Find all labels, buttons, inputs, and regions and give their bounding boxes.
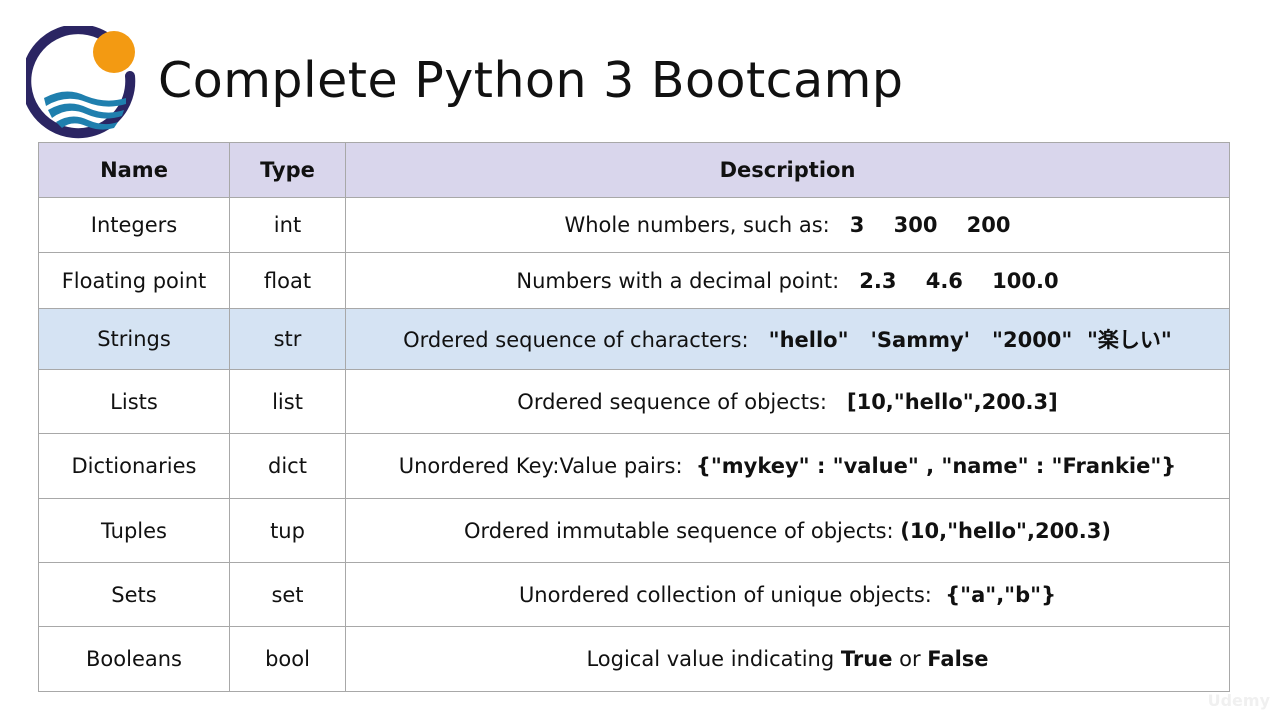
description-example: 2.3 4.6 100.0: [859, 268, 1059, 293]
description-example: False: [927, 647, 989, 671]
table-row: Floating point float Numbers with a decima…: [38, 252, 1230, 309]
data-types-table: Name Type Description Integers int Whole n…: [38, 142, 1230, 692]
cell-name: Integers: [38, 197, 230, 253]
cell-description: Ordered sequence of objects: [10,"hello"…: [345, 369, 1230, 434]
page-title: Complete Python 3 Bootcamp: [158, 52, 904, 109]
description-text: Ordered sequence of characters:: [403, 328, 769, 352]
description-example: 3 300 200: [849, 213, 1011, 237]
column-header-description: Description: [345, 142, 1230, 198]
description-text: Numbers with a decimal point:: [516, 268, 860, 293]
cell-name: Sets: [38, 562, 230, 627]
course-logo: [26, 26, 136, 139]
table-row: Tuples tup Ordered immutable sequence of o…: [38, 498, 1230, 563]
cell-description: Numbers with a decimal point: 2.3 4.6 10…: [345, 252, 1230, 309]
description-text: Ordered sequence of objects:: [517, 389, 847, 414]
cell-description: Unordered collection of unique objects: …: [345, 562, 1230, 627]
cell-description: Ordered immutable sequence of objects: (…: [345, 498, 1230, 563]
cell-type: set: [229, 562, 346, 627]
description-example: {"a","b"}: [945, 582, 1057, 607]
udemy-watermark: Udemy: [1207, 691, 1270, 710]
description-text: Whole numbers, such as:: [564, 213, 850, 237]
description-text: Logical value indicating: [586, 647, 841, 671]
cell-name: Floating point: [38, 252, 230, 309]
cell-type: dict: [229, 433, 346, 499]
cell-description: Logical value indicating True or False: [345, 626, 1230, 692]
description-text: or: [892, 647, 928, 671]
cell-name: Tuples: [38, 498, 230, 563]
description-example: (10,"hello",200.3): [900, 518, 1111, 543]
table-row: Strings str Ordered sequence of characters…: [38, 308, 1230, 370]
description-text: Unordered Key:Value pairs:: [398, 454, 696, 478]
description-text: Ordered immutable sequence of objects:: [464, 518, 901, 543]
cell-name: Booleans: [38, 626, 230, 692]
cell-description: Unordered Key:Value pairs: {"mykey" : "v…: [345, 433, 1230, 499]
cell-type: str: [229, 308, 346, 370]
cell-description: Ordered sequence of characters: "hello" …: [345, 308, 1230, 370]
table-row: Integers int Whole numbers, such as: 3 300…: [38, 197, 1230, 253]
description-text: Unordered collection of unique objects:: [518, 582, 946, 607]
cell-name: Dictionaries: [38, 433, 230, 499]
cell-type: list: [229, 369, 346, 434]
description-example: "hello" 'Sammy' "2000" "楽しい": [768, 328, 1172, 352]
table-row: Lists list Ordered sequence of objects: [1…: [38, 369, 1230, 434]
column-header-name: Name: [38, 142, 230, 198]
table-header-row: Name Type Description: [38, 142, 1230, 198]
column-header-type: Type: [229, 142, 346, 198]
cell-type: int: [229, 197, 346, 253]
cell-name: Strings: [38, 308, 230, 370]
cell-type: bool: [229, 626, 346, 692]
cell-description: Whole numbers, such as: 3 300 200: [345, 197, 1230, 253]
cell-type: float: [229, 252, 346, 309]
cell-type: tup: [229, 498, 346, 563]
description-example: [10,"hello",200.3]: [846, 389, 1058, 414]
cell-name: Lists: [38, 369, 230, 434]
table-row: Sets set Unordered collection of unique ob…: [38, 562, 1230, 627]
table-row: Booleans bool Logical value indicating Tru…: [38, 626, 1230, 692]
table-row: Dictionaries dict Unordered Key:Value pair…: [38, 433, 1230, 499]
description-example: True: [840, 647, 893, 671]
description-example: {"mykey" : "value" , "name" : "Frankie"}: [695, 454, 1177, 478]
